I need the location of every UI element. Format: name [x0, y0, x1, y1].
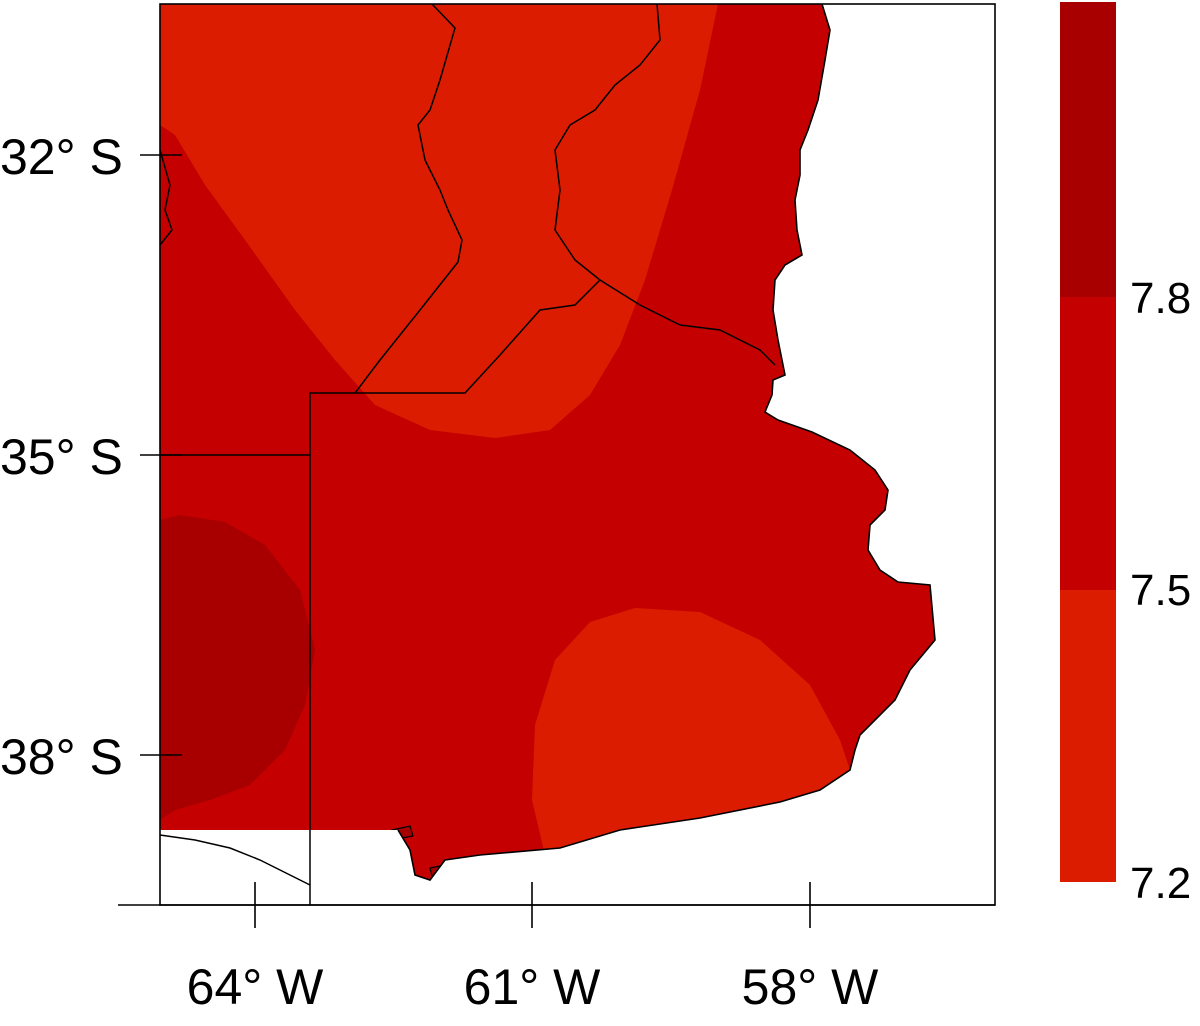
class-7-8-8-1-area [160, 515, 315, 820]
x-tick-label-61W: 61° W [464, 959, 602, 1015]
legend-swatch-7-2-7-5 [1060, 590, 1116, 882]
axes [118, 154, 995, 928]
map-panel [160, 4, 935, 880]
color-legend: 7.8 7.5 7.2 [1060, 2, 1191, 908]
y-tick-label-35S: 35° S [0, 429, 123, 485]
class-7-2-7-5-area-north [160, 4, 718, 438]
x-tick-label-58W: 58° W [742, 959, 880, 1015]
x-tick-label-64W: 64° W [187, 959, 325, 1015]
legend-swatch-7-5-7-8 [1060, 297, 1116, 590]
legend-label-7-2: 7.2 [1130, 859, 1191, 908]
y-tick-label-38S: 38° S [0, 729, 123, 785]
province-boundaries [159, 3, 776, 905]
coastline [397, 3, 936, 881]
legend-swatch-7-8-8-1 [1060, 2, 1116, 297]
y-tick-label-32S: 32° S [0, 129, 123, 185]
legend-label-7-5: 7.5 [1130, 566, 1191, 615]
legend-label-7-8: 7.8 [1130, 274, 1191, 323]
class-7-2-7-5-area-south [532, 608, 850, 855]
